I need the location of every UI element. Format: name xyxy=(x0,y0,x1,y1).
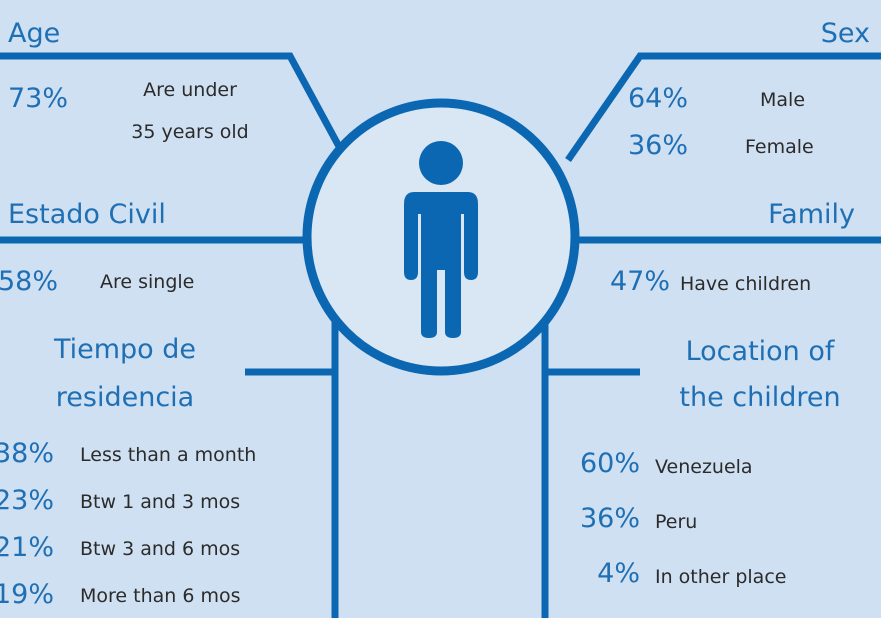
stem-fill xyxy=(339,330,541,618)
percent: 58% xyxy=(0,266,58,297)
heading: the children xyxy=(679,382,840,413)
heading: residencia xyxy=(56,382,194,413)
description: Female xyxy=(745,136,814,158)
description: Less than a month xyxy=(80,444,256,466)
heading: Location of xyxy=(686,336,836,367)
description: Peru xyxy=(655,511,697,533)
description: Btw 1 and 3 mos xyxy=(80,491,240,513)
description: Are single xyxy=(100,271,194,293)
heading: Family xyxy=(768,199,855,230)
description: Btw 3 and 6 mos xyxy=(80,538,240,560)
percent: 4% xyxy=(597,558,640,589)
percent: 73% xyxy=(8,83,68,114)
percent: 23% xyxy=(0,485,54,516)
heading: Sex xyxy=(821,18,870,49)
description: 35 years old xyxy=(131,121,249,143)
percent: 19% xyxy=(0,579,54,610)
percent: 21% xyxy=(0,532,54,563)
heading: Estado Civil xyxy=(8,199,166,230)
description: Have children xyxy=(680,273,811,295)
description: Male xyxy=(760,89,805,111)
percent: 60% xyxy=(580,448,640,479)
percent: 36% xyxy=(580,503,640,534)
heading: Age xyxy=(8,18,60,49)
heading: Tiempo de xyxy=(53,334,196,365)
description: Are under xyxy=(143,79,237,101)
percent: 47% xyxy=(610,266,670,297)
percent: 38% xyxy=(0,438,54,469)
person-icon xyxy=(404,141,478,338)
description: Venezuela xyxy=(655,456,753,478)
sex-line xyxy=(565,52,881,162)
description: More than 6 mos xyxy=(80,585,241,607)
percent: 36% xyxy=(628,130,688,161)
percent: 64% xyxy=(628,83,688,114)
description: In other place xyxy=(655,566,786,588)
age-line xyxy=(0,52,346,154)
